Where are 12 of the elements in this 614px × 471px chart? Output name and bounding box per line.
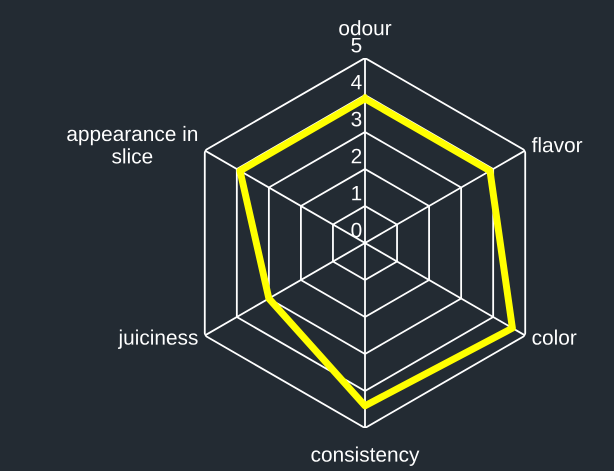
- y-tick-label: 1: [352, 186, 362, 200]
- spoke-label: appearance in slice: [67, 126, 198, 164]
- y-tick-label: 2: [352, 148, 362, 164]
- spoke-label: flavor: [532, 137, 582, 152]
- spoke-label: color: [532, 329, 576, 345]
- spoke-label: odour: [339, 20, 392, 36]
- spoke-label: consistency: [311, 446, 420, 466]
- y-tick-label: 0: [351, 222, 362, 238]
- spoke-label: juiciness: [118, 329, 198, 349]
- y-tick-label: 3: [351, 112, 362, 126]
- y-tick-label: 4: [351, 74, 362, 90]
- y-tick-label: 5: [351, 38, 362, 52]
